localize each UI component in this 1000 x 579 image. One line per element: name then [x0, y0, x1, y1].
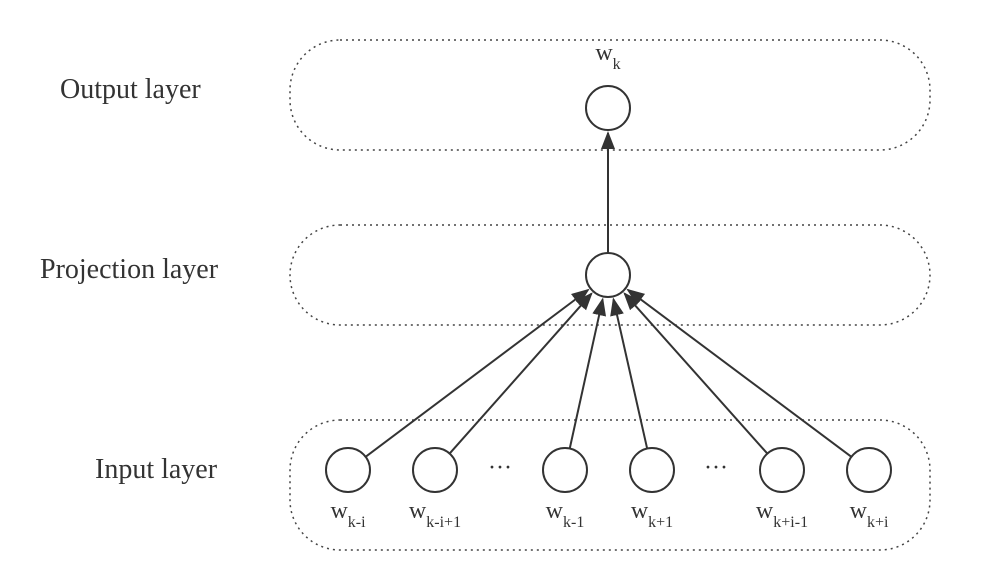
input-node-label-4: wk+i-1 [756, 498, 808, 531]
projection-node [586, 253, 630, 297]
input-layer-box [290, 420, 930, 550]
edge-input-5-to-projection [628, 290, 851, 457]
input-node-2 [543, 448, 587, 492]
input-node-label-3: wk+1 [631, 498, 673, 531]
ellipsis-1: ··· [704, 455, 728, 481]
input-node-0 [326, 448, 370, 492]
ellipsis-0: ··· [488, 455, 512, 481]
edge-input-2-to-projection [570, 299, 603, 448]
output-node [586, 86, 630, 130]
edge-input-4-to-projection [625, 294, 768, 454]
edge-input-3-to-projection [614, 299, 648, 448]
input-node-label-1: wk-i+1 [409, 498, 461, 531]
edge-input-1-to-projection [450, 294, 592, 454]
input-layer-label: Input layer [95, 454, 218, 485]
projection-layer-label: Projection layer [40, 254, 219, 285]
output-node-label: wk [595, 40, 620, 73]
input-node-5 [847, 448, 891, 492]
output-layer-label: Output layer [60, 74, 201, 105]
cbow-diagram: Output layer Projection layer Input laye… [0, 0, 1000, 579]
input-node-label-5: wk+i [850, 498, 889, 531]
input-node-label-2: wk-1 [546, 498, 585, 531]
input-node-label-0: wk-i [330, 498, 366, 531]
input-node-1 [413, 448, 457, 492]
edge-input-0-to-projection [366, 290, 588, 457]
input-node-4 [760, 448, 804, 492]
input-node-3 [630, 448, 674, 492]
